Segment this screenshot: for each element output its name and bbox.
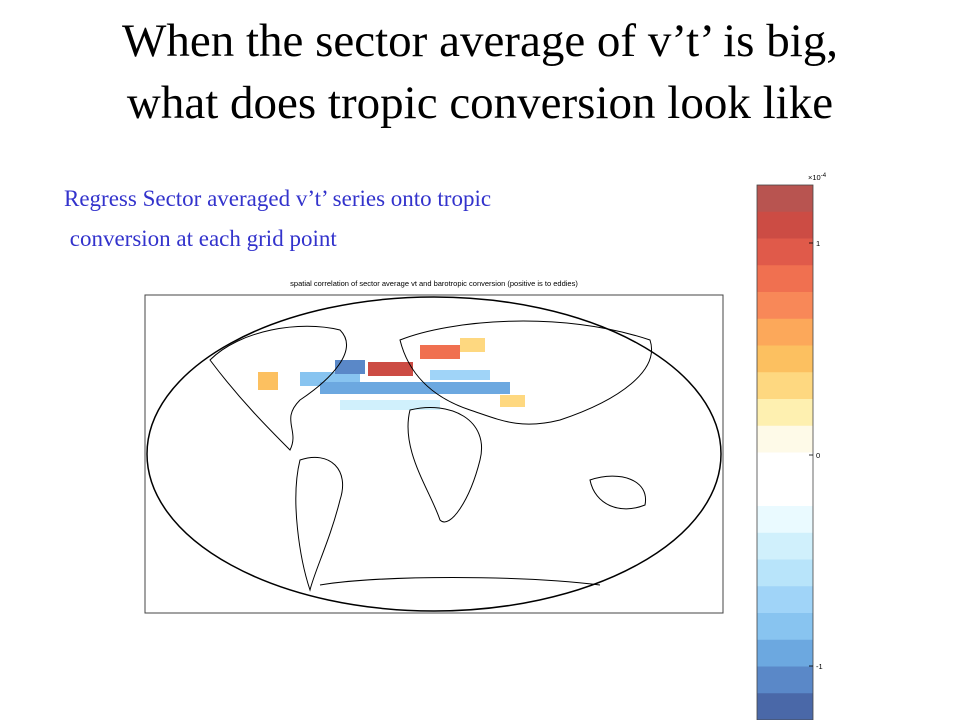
colorbar-band [757,399,813,427]
colorbar-band [757,318,813,346]
colorbar-band [757,559,813,587]
colorbar-band [757,452,813,480]
colorbar-band [757,425,813,453]
colorbar-band [757,211,813,239]
caption-line: Regress Sector averaged v’t’ series onto… [64,186,491,211]
colorbar-band [757,506,813,534]
exponent: -4 [821,173,827,179]
colorbar-tick-label: -1 [816,662,823,671]
colorbar: 1 0 -1 [756,184,823,720]
figure-title: spatial correlation of sector average vt… [290,279,578,288]
colorbar-band [757,265,813,293]
colorbar-band [757,185,813,213]
title-line: what does tropic conversion look like [127,77,833,129]
colorbar-band [757,238,813,266]
colorbar-multiplier: ×10-4 [808,173,827,182]
colorbar-frame [756,184,814,720]
colorbar-band [757,639,813,667]
anomaly-patches [258,338,525,410]
colorbar-band [757,479,813,507]
title-line: When the sector average of v’t’ is big, [122,15,838,67]
colorbar-band [757,666,813,694]
colorbar-band [757,613,813,641]
colorbar-tick-label: 0 [816,451,820,460]
colorbar-band [757,586,813,614]
colorbar-band [757,532,813,560]
colorbar-band [757,292,813,320]
colorbar-band [757,693,813,720]
multiplier: ×10 [808,173,821,182]
colorbar-band [757,345,813,373]
colorbar-tick-label: 1 [816,239,820,248]
caption-line: conversion at each grid point [64,226,337,251]
map [144,294,724,614]
colorbar-band [757,372,813,400]
